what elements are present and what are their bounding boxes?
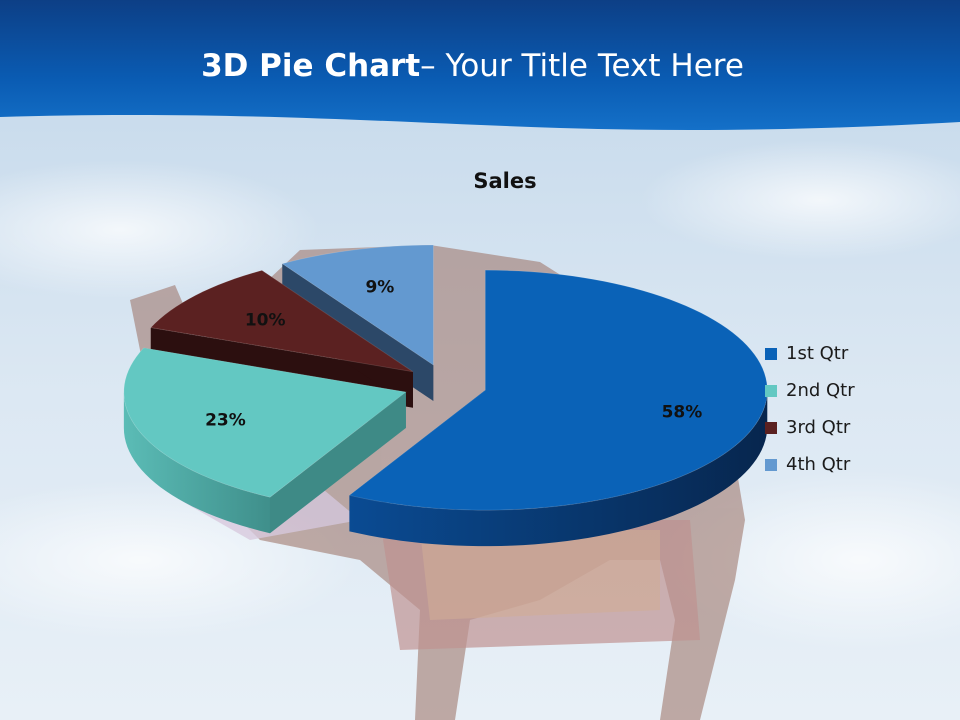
pie-slice-2 [123, 347, 407, 534]
legend: 1st Qtr 2nd Qtr 3rd Qtr 4th Qtr [765, 335, 855, 483]
data-label-4: 9% [365, 278, 394, 298]
legend-item-1: 1st Qtr [765, 335, 855, 372]
legend-swatch [765, 384, 777, 397]
data-label-3: 10% [245, 311, 286, 331]
legend-swatch [765, 421, 777, 434]
legend-label: 3rd Qtr [786, 417, 851, 438]
legend-label: 1st Qtr [786, 343, 849, 364]
legend-swatch [765, 458, 777, 471]
slide-title: 3D Pie Chart– Your Title Text Here [0, 48, 945, 84]
slide-title-bold: 3D Pie Chart [201, 48, 421, 84]
data-label-2: 23% [205, 411, 246, 431]
data-label-1: 58% [662, 403, 703, 423]
legend-item-2: 2nd Qtr [765, 372, 855, 409]
legend-item-3: 3rd Qtr [765, 409, 855, 446]
legend-item-4: 4th Qtr [765, 446, 855, 483]
legend-label: 4th Qtr [786, 454, 851, 475]
chart-title: Sales [473, 169, 536, 193]
slide-title-rest: – Your Title Text Here [420, 48, 744, 84]
legend-swatch [765, 347, 777, 360]
legend-label: 2nd Qtr [786, 380, 855, 401]
pie-slice-1 [348, 269, 768, 547]
